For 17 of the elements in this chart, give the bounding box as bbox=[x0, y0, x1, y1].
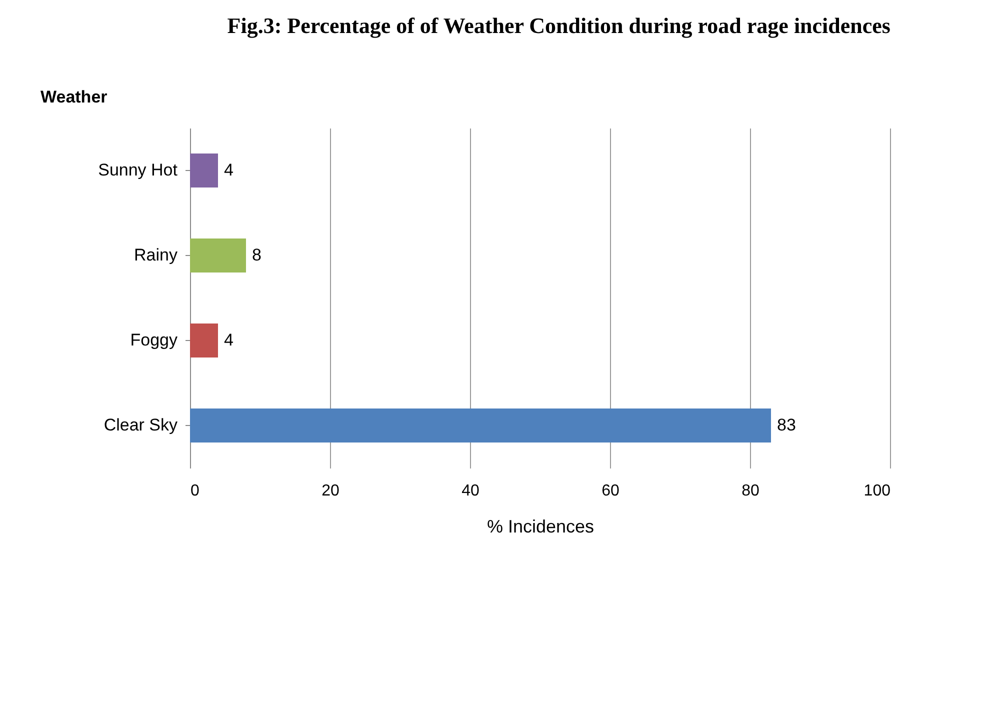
y-tick-label: Rainy bbox=[134, 246, 178, 264]
data-label: 4 bbox=[224, 160, 234, 180]
chart-title: Fig.3: Percentage of of Weather Condition during road rage incidences bbox=[227, 13, 891, 38]
x-tick-label: 20 bbox=[322, 482, 340, 500]
y-tick-label: Foggy bbox=[130, 330, 178, 350]
y-tick-label: Sunny Hot bbox=[98, 160, 178, 180]
x-tick-label: 40 bbox=[462, 482, 480, 500]
x-tick-label: 80 bbox=[742, 482, 760, 500]
data-label: 83 bbox=[777, 416, 796, 434]
data-label: 8 bbox=[252, 246, 262, 264]
y-tick-label: Clear Sky bbox=[104, 416, 178, 434]
x-tick-label: 100 bbox=[864, 482, 891, 500]
data-label: 4 bbox=[224, 330, 234, 350]
x-axis-title: % Incidences bbox=[486, 516, 594, 536]
x-tick-label: 60 bbox=[602, 482, 620, 500]
y-axis-title: Weather bbox=[40, 88, 108, 106]
x-tick-label: 0 bbox=[190, 482, 200, 500]
